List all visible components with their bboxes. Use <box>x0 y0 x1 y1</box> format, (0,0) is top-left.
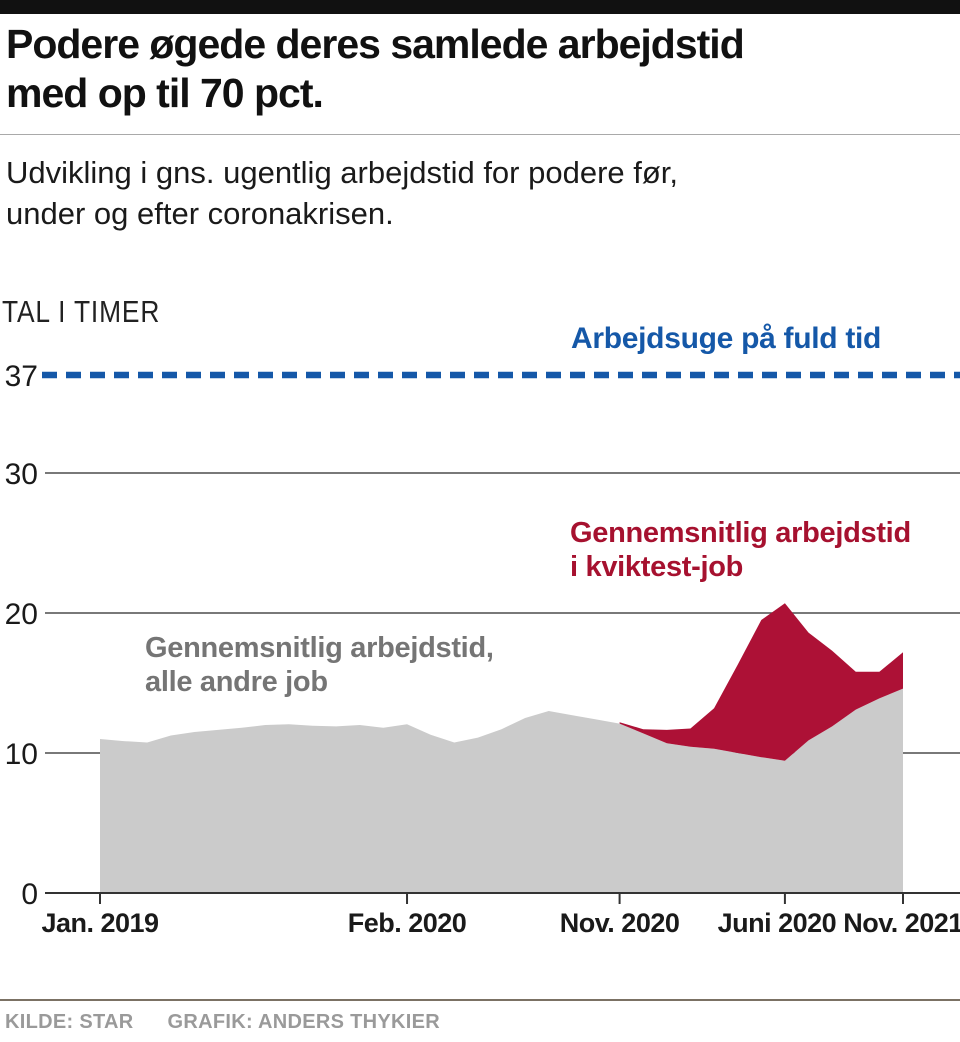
page-title: Podere øgede deres samlede arbejdstid me… <box>6 20 745 118</box>
chart-subtitle: Udvikling i gns. ugentlig arbejdstid for… <box>6 152 678 234</box>
y-tick-label-0: 0 <box>21 878 38 911</box>
series-label-all-other-jobs-line-1: Gennemsnitlig arbejdstid, <box>145 632 494 664</box>
series-label-all-other-jobs-line-2: alle andre job <box>145 666 328 698</box>
graphic-credit: GRAFIK: ANDERS THYKIER <box>167 1011 441 1033</box>
subtitle-line-1: Udvikling i gns. ugentlig arbejdstid for… <box>6 155 679 190</box>
unit-label: TAL I TIMER <box>2 294 161 329</box>
footer: KILDE: STAR GRAFIK: ANDERS THYKIER <box>5 1011 474 1034</box>
series-label-kviktest-job-line-1: Gennemsnitlig arbejdstid <box>570 517 911 549</box>
title-line-1: Podere øgede deres samlede arbejdstid <box>6 21 745 67</box>
x-tick-label-Jan--2019: Jan. 2019 <box>41 908 159 938</box>
x-tick-label-Nov--2021: Nov. 2021 <box>843 908 960 938</box>
y-tick-label-20: 20 <box>5 598 38 631</box>
footer-divider <box>0 999 960 1001</box>
x-tick-label-Nov--2020: Nov. 2020 <box>560 908 680 938</box>
top-accent-bar <box>0 0 960 14</box>
y-tick-label-30: 30 <box>5 458 38 491</box>
source-credit: KILDE: STAR <box>5 1011 134 1033</box>
x-tick-label-Feb--2020: Feb. 2020 <box>348 908 467 938</box>
x-tick-label-Juni-2020: Juni 2020 <box>718 908 837 938</box>
subtitle-line-2: under og efter coronakrisen. <box>6 196 394 231</box>
title-line-2: med op til 70 pct. <box>6 70 324 116</box>
y-tick-label-10: 10 <box>5 738 38 771</box>
y-tick-label-37: 37 <box>5 360 38 393</box>
series-label-all-other-jobs: Gennemsnitlig arbejdstid, alle andre job <box>145 631 494 699</box>
area-all-other-jobs <box>100 688 903 893</box>
header-divider <box>0 134 960 135</box>
reference-line-label: Arbejdsuge på fuld tid <box>571 322 882 355</box>
area-kviktest-job <box>619 603 903 761</box>
series-label-kviktest-job-line-2: i kviktest-job <box>570 551 744 583</box>
series-label-kviktest-job: Gennemsnitlig arbejdstid i kviktest-job <box>570 516 911 584</box>
